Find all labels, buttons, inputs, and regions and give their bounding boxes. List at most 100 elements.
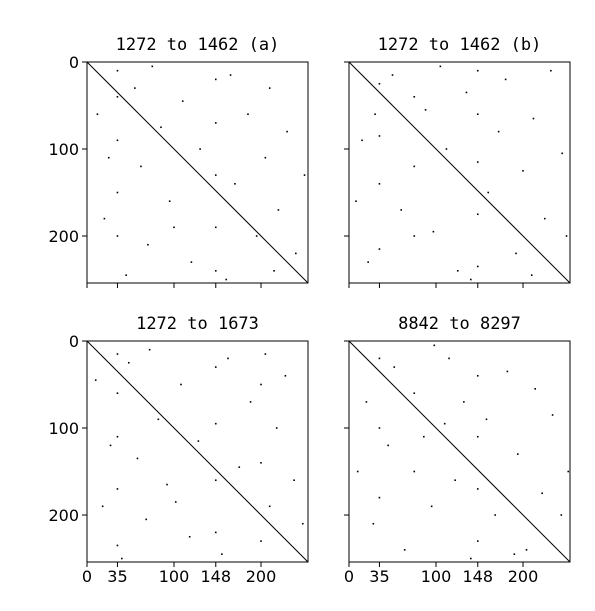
- x-tick-label: 148: [200, 567, 231, 586]
- dot: [470, 557, 472, 560]
- dot: [445, 148, 448, 150]
- dot: [214, 479, 217, 482]
- dot: [264, 156, 267, 159]
- dot: [264, 353, 267, 355]
- dot: [393, 366, 396, 368]
- dot: [116, 96, 119, 98]
- dot: [561, 152, 563, 155]
- dot: [476, 265, 479, 268]
- dot: [372, 522, 375, 525]
- dot: [378, 496, 381, 499]
- dot: [286, 130, 288, 133]
- dot: [476, 113, 479, 116]
- dot: [465, 91, 468, 94]
- axes-frame: [348, 61, 571, 284]
- dot: [356, 470, 359, 473]
- dot: [103, 217, 106, 220]
- x-tick-label: 100: [421, 567, 452, 586]
- dot: [525, 549, 528, 551]
- dot: [121, 557, 123, 560]
- dot: [214, 122, 217, 124]
- dot: [513, 553, 516, 555]
- dot: [174, 501, 177, 503]
- dot: [516, 453, 519, 455]
- dot: [140, 165, 142, 168]
- dot: [374, 113, 376, 116]
- dot: [454, 479, 456, 482]
- dot: [260, 383, 262, 386]
- dot: [116, 488, 119, 490]
- dot: [227, 357, 229, 360]
- diagonal-line: [348, 340, 571, 563]
- dot: [199, 148, 201, 150]
- panel-title: 1272 to 1462 (b): [378, 35, 542, 55]
- dot: [168, 200, 171, 203]
- dot: [188, 535, 191, 538]
- axes-frame: [348, 340, 571, 563]
- dot: [470, 278, 472, 281]
- dot: [387, 444, 389, 447]
- dot: [145, 518, 147, 521]
- dot: [229, 74, 232, 76]
- dot: [534, 388, 536, 390]
- y-tick-label: 0: [69, 53, 79, 72]
- dot: [361, 139, 363, 142]
- dot: [284, 375, 287, 377]
- y-tick-label: 200: [48, 506, 79, 525]
- panel-title: 1272 to 1673: [136, 314, 259, 334]
- dot: [378, 357, 381, 360]
- dot: [378, 135, 381, 137]
- y-tick-label: 100: [48, 140, 79, 159]
- dot: [116, 139, 119, 142]
- dot: [116, 435, 119, 438]
- dot: [214, 366, 217, 368]
- dot: [551, 414, 554, 416]
- dot: [497, 130, 500, 133]
- dot: [247, 113, 249, 116]
- dot: [541, 492, 543, 495]
- dot: [273, 270, 275, 272]
- dot: [125, 274, 127, 276]
- dot: [260, 462, 262, 464]
- dot: [127, 361, 130, 364]
- dot: [443, 422, 446, 425]
- dot: [238, 466, 241, 468]
- dot: [515, 252, 517, 255]
- panel-title: 8842 to 8297: [398, 314, 521, 334]
- dot: [413, 235, 416, 237]
- dot: [567, 470, 570, 473]
- dot: [173, 226, 175, 229]
- dot: [424, 109, 427, 111]
- y-tick-label: 100: [48, 419, 79, 438]
- dot: [303, 174, 306, 176]
- dot: [506, 370, 509, 373]
- dot: [522, 169, 524, 172]
- axes-frame: [86, 340, 309, 563]
- dot: [378, 248, 381, 250]
- dot: [504, 78, 507, 81]
- dot: [197, 440, 200, 442]
- dot: [190, 261, 193, 263]
- dot: [355, 200, 357, 203]
- dot: [225, 278, 228, 281]
- dot: [433, 344, 436, 347]
- dot: [214, 226, 217, 229]
- dot: [277, 209, 280, 211]
- dot: [116, 353, 119, 355]
- dot: [423, 435, 425, 438]
- x-tick-label: 200: [246, 567, 277, 586]
- dot: [268, 87, 271, 89]
- dot: [116, 191, 119, 194]
- dot: [476, 540, 479, 542]
- dot: [487, 191, 490, 194]
- dot: [378, 82, 381, 85]
- dot: [560, 514, 563, 516]
- dot: [413, 165, 416, 168]
- diagonal-line: [86, 61, 309, 284]
- dot: [260, 540, 262, 542]
- panel-title: 1272 to 1462 (a): [116, 35, 280, 55]
- x-tick-label: 200: [508, 567, 539, 586]
- dot: [107, 156, 110, 159]
- dot: [532, 117, 535, 120]
